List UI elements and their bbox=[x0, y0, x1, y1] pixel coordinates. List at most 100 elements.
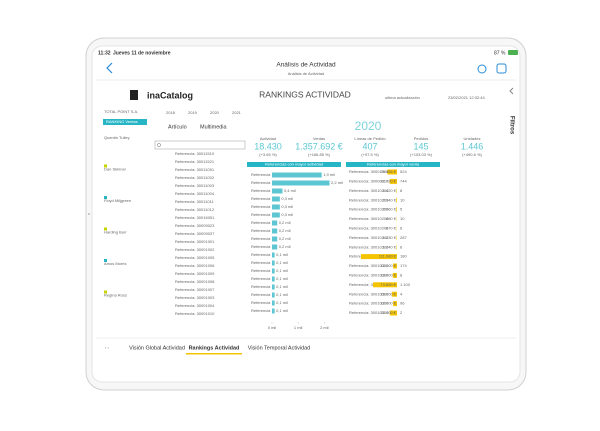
bar-label: Referencia bbox=[251, 204, 271, 209]
top-tab[interactable]: Artículo bbox=[168, 124, 187, 130]
reference[interactable]: Referencia: 30001005 bbox=[175, 255, 215, 260]
bar-label: Referencia bbox=[251, 220, 271, 225]
sales-amount: 1.230 € bbox=[383, 235, 397, 240]
reference[interactable]: Referencia: 30009037 bbox=[175, 231, 215, 236]
reference[interactable]: Referencia: 30001008 bbox=[175, 279, 215, 284]
kpi-value: 1.446 bbox=[461, 141, 484, 151]
sales-ref: Referencia: 30001001 bbox=[349, 169, 389, 174]
bottom-tab[interactable]: Visión Temporal Actividad bbox=[248, 345, 310, 351]
person[interactable]: Harding Burr bbox=[104, 230, 127, 235]
search-icon bbox=[157, 143, 161, 147]
back-button[interactable] bbox=[106, 62, 113, 74]
reference[interactable]: Referencia: 30001001 bbox=[175, 239, 215, 244]
activity-bar bbox=[272, 300, 275, 306]
sales-ref: Referencia: 30010200 bbox=[349, 216, 389, 221]
bar-label: Referencia bbox=[251, 292, 271, 297]
sales-units: 10 bbox=[400, 216, 405, 221]
reference[interactable]: Referencia: 30011521 bbox=[175, 159, 215, 164]
sales-ref: Referencia: 30010300 bbox=[349, 291, 389, 296]
sales-bar bbox=[373, 282, 397, 288]
reference[interactable]: Referencia: 30011510 bbox=[175, 151, 215, 156]
reference[interactable]: Referencia: 30011012 bbox=[175, 207, 215, 212]
bar-label: Referencia bbox=[251, 236, 271, 241]
sales-amount: 73.890 € bbox=[380, 282, 396, 287]
top-tab[interactable]: Multimedia bbox=[200, 124, 228, 130]
reference[interactable]: Referencia: 30011011 bbox=[175, 199, 215, 204]
person[interactable]: Regina Ross bbox=[104, 293, 127, 298]
reference[interactable]: Referencia: 30016051 bbox=[175, 215, 215, 220]
reference[interactable]: Referencia: 30011051 bbox=[175, 167, 215, 172]
kpi-change: (+97.5 %) bbox=[361, 152, 379, 157]
kpi-change: (+490.6 %) bbox=[462, 152, 482, 157]
person[interactable]: Amos Morris bbox=[104, 261, 126, 266]
sales-units: 4 bbox=[400, 291, 403, 296]
sales-amount: 1.240 € bbox=[383, 244, 397, 249]
activity-bar bbox=[272, 292, 275, 298]
sales-ref: Referencia: 30010200 bbox=[349, 225, 389, 230]
kpi-change: (+166.85 %) bbox=[308, 152, 331, 157]
bar-value: 0,3 mil bbox=[281, 204, 293, 209]
reference[interactable]: Referencia: 30001007 bbox=[175, 287, 215, 292]
bar-value: 0,2 mil bbox=[279, 228, 291, 233]
battery-icon bbox=[508, 50, 518, 55]
person[interactable]: Floyd Miljgreen bbox=[104, 198, 131, 203]
year-tab[interactable]: 2018 bbox=[166, 110, 176, 115]
view-button[interactable] bbox=[477, 64, 487, 74]
bottom-tab[interactable]: Visión Global Actividad bbox=[129, 345, 185, 351]
ranking-badge[interactable] bbox=[103, 119, 147, 125]
share-button[interactable] bbox=[496, 63, 507, 74]
bar-label: Referencia bbox=[251, 308, 271, 313]
bar-value: 0,3 mil bbox=[281, 196, 293, 201]
kpi-value: 145 bbox=[413, 141, 428, 151]
bar-value: 0,2 mil bbox=[279, 244, 291, 249]
sales-ref: Referencia: 30010200 bbox=[349, 188, 389, 193]
bar-value: 0,1 mil bbox=[276, 252, 288, 257]
activity-bar bbox=[272, 212, 280, 218]
update-label: ultima actualización bbox=[385, 95, 420, 100]
bar-value: 0,2 mil bbox=[279, 220, 291, 225]
person-marker bbox=[104, 196, 107, 199]
bar-value: 0,3 mil bbox=[281, 212, 293, 217]
reference[interactable]: Referencia: 30011004 bbox=[175, 191, 215, 196]
year-tab[interactable]: 2019 bbox=[188, 110, 198, 115]
reference[interactable]: Referencia: 30001006 bbox=[175, 263, 215, 268]
sales-units: 6 bbox=[400, 225, 403, 230]
kpi-label: Líneas de Pedido bbox=[354, 136, 386, 141]
device-screen bbox=[91, 45, 521, 383]
person-marker bbox=[104, 164, 107, 168]
sales-units: 287 bbox=[400, 235, 407, 240]
reference[interactable]: Referencia: 30001009 bbox=[175, 271, 215, 276]
reference[interactable]: Referencia: 30009023 bbox=[175, 223, 215, 228]
reference[interactable]: Referencia: 30001003 bbox=[175, 295, 215, 300]
sales-bar bbox=[391, 291, 397, 297]
reference[interactable]: Referencia: 30001010 bbox=[175, 311, 215, 316]
filters-label[interactable]: Filtros bbox=[508, 116, 514, 135]
sales-amount: 2.060 € bbox=[383, 207, 397, 212]
bar-value: 0,1 mil bbox=[276, 300, 288, 305]
sales-ref: Referencia: 30010300 bbox=[349, 301, 389, 306]
sales-units: 180 bbox=[400, 254, 407, 259]
sales-units: 174 bbox=[400, 263, 407, 268]
sales-units: 744 bbox=[400, 178, 407, 183]
reference[interactable]: Referencia: 30001004 bbox=[175, 303, 215, 308]
person-marker bbox=[104, 227, 107, 231]
search-box[interactable] bbox=[154, 140, 246, 150]
update-value: 23/02/2021 12:32:44 bbox=[448, 95, 485, 100]
collapse-button[interactable] bbox=[509, 87, 514, 95]
activity-bar bbox=[272, 244, 278, 250]
activity-bar bbox=[272, 172, 322, 178]
person[interactable]: Dan Skinner bbox=[104, 167, 127, 172]
tabs-prev[interactable]: ‹ › bbox=[105, 345, 109, 350]
bottom-tab[interactable]: Rankings Actividad bbox=[189, 345, 240, 351]
kpi-label: Actividad bbox=[260, 136, 276, 141]
reference[interactable]: Referencia: 30011003 bbox=[175, 183, 215, 188]
sales-amount: 12.000 € bbox=[380, 301, 396, 306]
sales-ref: Referencia: 30010300 bbox=[349, 310, 389, 315]
person[interactable]: Quentin Tulley bbox=[104, 135, 130, 140]
year-tab[interactable]: 2020 bbox=[210, 110, 220, 115]
reference[interactable]: Referencia: 30001002 bbox=[175, 247, 215, 252]
kpi-change: (+3.65 %) bbox=[259, 152, 277, 157]
year-tab[interactable]: 2021 bbox=[232, 110, 242, 115]
reference[interactable]: Referencia: 30011002 bbox=[175, 175, 215, 180]
